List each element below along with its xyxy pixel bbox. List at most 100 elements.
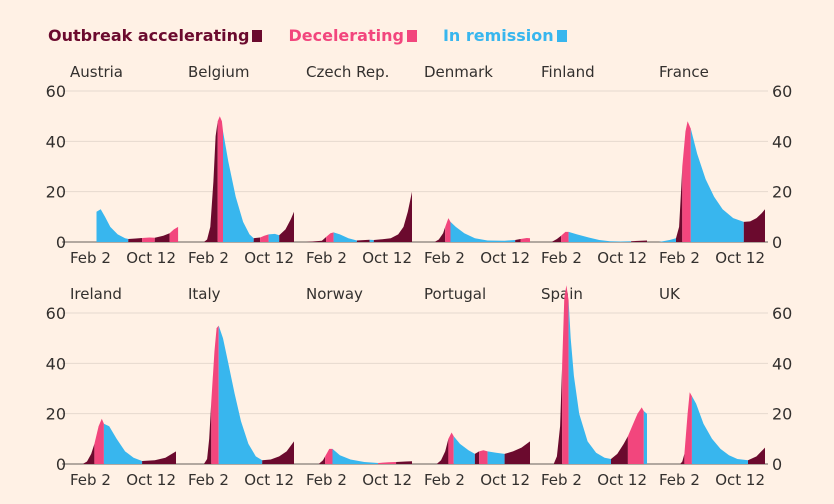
area-austria-decelerating-3 <box>142 237 155 242</box>
area-spain-accelerating-1 <box>553 363 563 464</box>
panel-title-italy: Italy <box>188 285 221 303</box>
y-tick-label-left-row1-60: 60 <box>46 82 66 101</box>
area-spain-decelerating-5 <box>627 407 644 464</box>
area-finland-accelerating-1 <box>551 235 562 242</box>
x-tick-label-czech-rep-end: Oct 12 <box>362 249 412 267</box>
panel-ireland: Ireland Feb 2 Oct 12 <box>70 285 176 489</box>
area-portugal-remission-3 <box>453 436 475 464</box>
x-tick-label-norway-start: Feb 2 <box>306 471 347 489</box>
x-tick-label-france-start: Feb 2 <box>659 249 700 267</box>
area-belgium-accelerating-4 <box>253 237 261 242</box>
area-denmark-decelerating-2 <box>445 218 451 242</box>
panel-title-czech-rep: Czech Rep. <box>306 63 389 81</box>
x-tick-label-austria-end: Oct 12 <box>126 249 176 267</box>
panel-italy: Italy Feb 2 Oct 12 <box>188 285 294 489</box>
legend-label-accelerating: Outbreak accelerating <box>48 26 250 45</box>
x-tick-label-spain-start: Feb 2 <box>541 471 582 489</box>
area-ireland-decelerating-2 <box>94 418 104 464</box>
x-tick-label-ireland-start: Feb 2 <box>70 471 111 489</box>
legend-swatch-remission <box>556 29 567 42</box>
area-france-accelerating-2 <box>676 166 683 242</box>
area-ireland-accelerating-4 <box>142 451 176 464</box>
area-denmark-decelerating-5 <box>520 238 530 242</box>
area-denmark-accelerating-4 <box>515 239 521 242</box>
panel-austria: Austria Feb 2 Oct 12 <box>70 63 179 267</box>
area-norway-remission-3 <box>332 448 379 464</box>
y-tick-label-right-row1-0: 0 <box>772 233 782 252</box>
area-denmark-remission-3 <box>450 221 516 242</box>
area-spain-remission-6 <box>643 411 647 464</box>
y-tick-label-left-row1-0: 0 <box>56 233 66 252</box>
area-czech-rep-decelerating-2 <box>326 232 334 242</box>
y-tick-label-left-row2-60: 60 <box>46 304 66 323</box>
area-portugal-decelerating-5 <box>479 450 488 464</box>
x-tick-label-portugal-start: Feb 2 <box>424 471 465 489</box>
panel-norway: Norway Feb 2 Oct 12 <box>306 285 412 489</box>
area-finland-accelerating-4 <box>631 240 647 242</box>
area-austria-accelerating-2 <box>128 238 143 242</box>
area-france-accelerating-5 <box>743 209 765 242</box>
area-uk-accelerating-4 <box>748 447 765 464</box>
y-tick-label-right-row1-60: 60 <box>772 82 792 101</box>
x-tick-label-uk-start: Feb 2 <box>659 471 700 489</box>
area-portugal-remission-6 <box>487 451 505 464</box>
panel-finland: Finland Feb 2 Oct 12 <box>541 63 647 267</box>
area-czech-rep-accelerating-1 <box>306 237 327 242</box>
y-tick-label-right-row2-40: 40 <box>772 354 792 373</box>
panel-france: France Feb 2 Oct 12 <box>659 63 765 267</box>
x-tick-label-belgium-end: Oct 12 <box>244 249 294 267</box>
y-tick-label-left-row2-40: 40 <box>46 354 66 373</box>
area-italy-accelerating-4 <box>262 441 294 464</box>
legend: Outbreak accelerating Decelerating In re… <box>48 26 567 45</box>
legend-item-decelerating: Decelerating <box>288 26 417 45</box>
area-italy-decelerating-2 <box>211 325 219 464</box>
area-finland-remission-3 <box>568 231 632 242</box>
area-ireland-accelerating-1 <box>82 443 95 464</box>
panel-czech-rep: Czech Rep. Feb 2 Oct 12 <box>306 63 412 267</box>
panel-title-denmark: Denmark <box>424 63 493 81</box>
panel-title-norway: Norway <box>306 285 363 303</box>
area-belgium-decelerating-5 <box>260 234 269 242</box>
area-belgium-accelerating-1 <box>203 121 218 242</box>
area-austria-decelerating-5 <box>169 226 179 242</box>
area-belgium-remission-3 <box>223 131 254 242</box>
area-portugal-accelerating-7 <box>504 441 530 464</box>
area-uk-decelerating-2 <box>684 392 692 464</box>
area-belgium-remission-6 <box>268 233 280 242</box>
area-norway-decelerating-4 <box>378 462 397 464</box>
legend-item-remission: In remission <box>443 26 567 45</box>
y-tick-label-right-row1-40: 40 <box>772 132 792 151</box>
area-uk-accelerating-1 <box>680 453 685 464</box>
panel-title-france: France <box>659 63 709 81</box>
area-norway-accelerating-5 <box>396 461 412 464</box>
legend-item-accelerating: Outbreak accelerating <box>48 26 263 45</box>
area-spain-decelerating-2 <box>562 285 569 464</box>
x-tick-label-portugal-end: Oct 12 <box>480 471 530 489</box>
area-france-remission-1 <box>659 238 676 242</box>
panel-belgium: Belgium Feb 2 Oct 12 <box>188 63 294 267</box>
area-austria-accelerating-4 <box>154 233 170 242</box>
area-portugal-accelerating-1 <box>436 438 449 464</box>
panel-title-uk: UK <box>659 285 681 303</box>
panel-title-portugal: Portugal <box>424 285 486 303</box>
area-belgium-accelerating-7 <box>279 211 294 242</box>
x-tick-label-ireland-end: Oct 12 <box>126 471 176 489</box>
area-portugal-decelerating-2 <box>448 432 454 464</box>
area-france-remission-4 <box>690 128 744 242</box>
panel-title-belgium: Belgium <box>188 63 250 81</box>
x-tick-label-france-end: Oct 12 <box>715 249 765 267</box>
legend-swatch-decelerating <box>406 29 417 42</box>
x-tick-label-spain-end: Oct 12 <box>597 471 647 489</box>
area-belgium-decelerating-2 <box>217 116 223 242</box>
x-tick-label-austria-start: Feb 2 <box>70 249 111 267</box>
panel-title-finland: Finland <box>541 63 595 81</box>
panel-title-austria: Austria <box>70 63 123 81</box>
area-portugal-accelerating-4 <box>474 451 480 464</box>
area-czech-rep-accelerating-4 <box>356 239 370 242</box>
y-tick-label-right-row2-20: 20 <box>772 405 792 424</box>
x-tick-label-czech-rep-start: Feb 2 <box>306 249 347 267</box>
legend-label-remission: In remission <box>442 26 554 45</box>
panel-title-spain: Spain <box>541 285 583 303</box>
